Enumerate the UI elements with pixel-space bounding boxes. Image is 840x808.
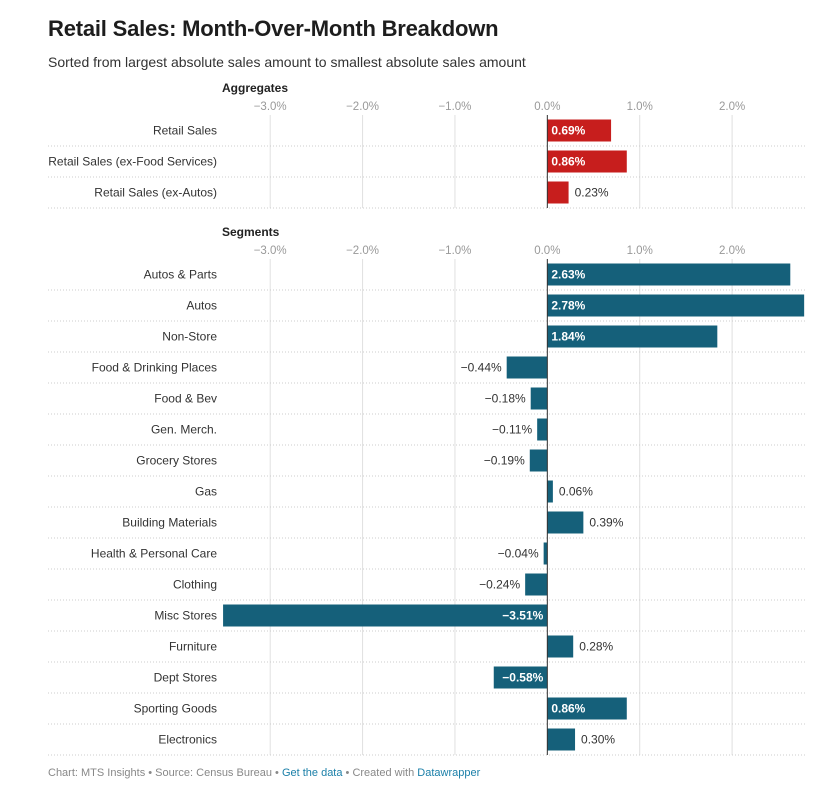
category-label: Gas <box>195 485 217 499</box>
data-label: 0.39% <box>589 516 623 530</box>
category-label: Building Materials <box>122 516 217 530</box>
bar <box>525 573 548 596</box>
data-label: −0.44% <box>461 361 502 375</box>
footer-separator: • <box>342 767 353 779</box>
bar <box>530 387 548 410</box>
aggregates-panel-title: Aggregates <box>222 81 288 95</box>
category-label: Furniture <box>169 640 217 654</box>
get-the-data-link[interactable]: Get the data <box>281 767 343 779</box>
data-label: 2.63% <box>551 268 585 282</box>
data-label: 0.30% <box>581 733 615 747</box>
category-label: Retail Sales <box>153 124 217 138</box>
chart-footer: Chart: MTS Insights • Source: Census Bur… <box>48 767 480 779</box>
x-tick-label: 1.0% <box>627 101 653 113</box>
x-tick-label: −1.0% <box>438 101 471 113</box>
bar <box>547 294 805 317</box>
bar <box>547 635 574 658</box>
x-tick-label: 2.0% <box>719 245 745 257</box>
category-label: Autos & Parts <box>144 268 217 282</box>
chart-subtitle: Sorted from largest absolute sales amoun… <box>48 54 526 70</box>
category-label: Gen. Merch. <box>151 423 217 437</box>
bar <box>547 480 553 503</box>
footer-separator: • <box>145 767 156 779</box>
data-label: 0.86% <box>551 155 585 169</box>
x-tick-label: −2.0% <box>346 101 379 113</box>
footer-created-with: Created with <box>352 767 415 779</box>
bar <box>547 697 627 720</box>
data-label: 0.06% <box>559 485 593 499</box>
category-label: Autos <box>186 299 217 313</box>
bar <box>547 150 627 173</box>
x-tick-label: 0.0% <box>534 101 560 113</box>
category-label: Electronics <box>158 733 217 747</box>
data-label: −0.24% <box>479 578 520 592</box>
category-label: Food & Bev <box>154 392 217 406</box>
bar <box>547 728 576 751</box>
x-tick-label: −1.0% <box>438 245 471 257</box>
category-label: Misc Stores <box>154 609 217 623</box>
bar <box>543 542 548 565</box>
bar <box>547 263 791 286</box>
category-label: Retail Sales (ex-Autos) <box>94 186 217 200</box>
bar <box>493 666 548 689</box>
bar <box>529 449 548 472</box>
data-label: 2.78% <box>551 299 585 313</box>
data-label: −0.58% <box>502 671 543 685</box>
data-label: −0.04% <box>498 547 539 561</box>
x-tick-label: −3.0% <box>254 101 287 113</box>
category-label: Health & Personal Care <box>91 547 217 561</box>
category-label: Sporting Goods <box>134 702 217 716</box>
data-label: −0.11% <box>492 423 532 437</box>
category-label: Non-Store <box>162 330 217 344</box>
data-label: −0.19% <box>484 454 525 468</box>
footer-source: Source: Census Bureau <box>155 767 272 779</box>
data-label: −0.18% <box>485 392 526 406</box>
bar <box>537 418 548 441</box>
bar <box>547 181 569 204</box>
data-label: 0.69% <box>551 124 585 138</box>
category-label: Retail Sales (ex-Food Services) <box>48 155 217 169</box>
data-label: 0.23% <box>575 186 609 200</box>
category-label: Clothing <box>173 578 217 592</box>
chart-canvas: Aggregates −3.0% −2.0% −1.0% 0.0% 1.0% 2.0% Ret… <box>48 81 806 756</box>
datawrapper-link[interactable]: Datawrapper <box>417 767 481 779</box>
x-tick-label: −2.0% <box>346 245 379 257</box>
category-label: Dept Stores <box>154 671 217 685</box>
data-label: −3.51% <box>502 609 543 623</box>
data-label: 0.86% <box>551 702 585 716</box>
segments-panel-title: Segments <box>222 225 280 239</box>
x-tick-label: 2.0% <box>719 101 745 113</box>
data-label: 0.28% <box>579 640 613 654</box>
category-label: Food & Drinking Places <box>92 361 217 375</box>
footer-chart-by: Chart: MTS Insights <box>48 767 146 779</box>
x-tick-label: 1.0% <box>627 245 653 257</box>
footer-separator: • <box>271 767 282 779</box>
data-label: 1.84% <box>551 330 585 344</box>
x-tick-label: 0.0% <box>534 245 560 257</box>
bar <box>506 356 548 379</box>
category-label: Grocery Stores <box>136 454 217 468</box>
bar <box>223 604 548 627</box>
x-tick-label: −3.0% <box>254 245 287 257</box>
bar <box>547 119 612 142</box>
bar <box>547 325 718 348</box>
bar <box>547 511 584 534</box>
chart-title: Retail Sales: Month-Over-Month Breakdown <box>48 16 499 41</box>
